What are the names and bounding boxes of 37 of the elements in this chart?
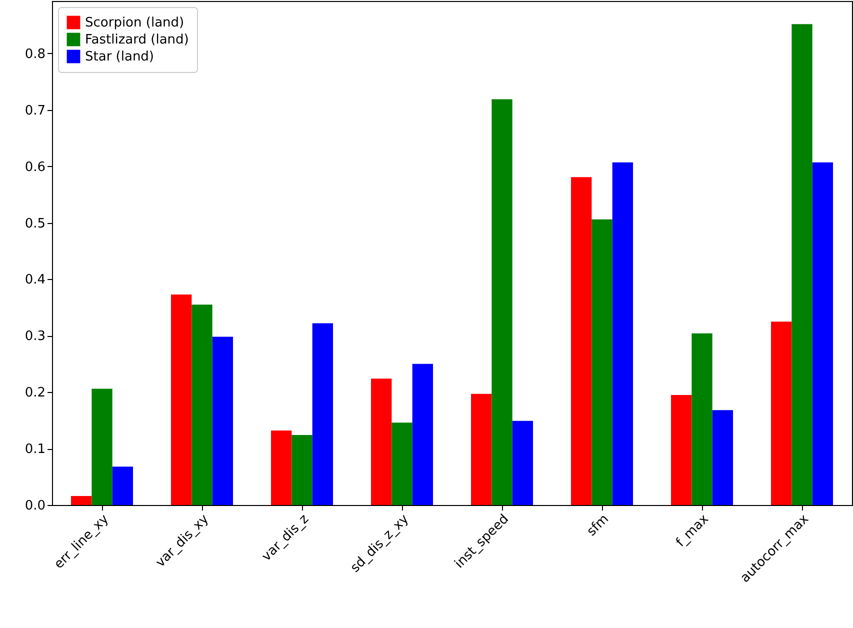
y-tick-label: 0.5	[24, 216, 46, 232]
bar	[592, 219, 612, 505]
bar	[612, 162, 633, 505]
y-tick-label: 0.6	[24, 160, 46, 175]
bar	[192, 304, 212, 505]
y-tick-label: 0.2	[24, 386, 46, 401]
bar	[412, 364, 433, 505]
bar	[492, 99, 512, 505]
bar	[292, 435, 312, 505]
bar	[371, 378, 392, 505]
bar	[92, 388, 112, 505]
x-tick-label: sfm	[584, 512, 612, 540]
bar	[771, 322, 792, 505]
bar	[812, 162, 833, 505]
y-tick-label: 0.0	[24, 498, 46, 514]
bar	[712, 410, 733, 505]
bar	[471, 394, 492, 505]
y-tick-label: 0.8	[24, 46, 46, 62]
y-tick-label: 0.3	[24, 329, 46, 344]
bar	[312, 323, 333, 505]
bar	[71, 496, 92, 505]
bar	[112, 466, 133, 505]
y-tick-label: 0.4	[24, 272, 46, 288]
bar	[271, 430, 292, 505]
bar	[692, 333, 712, 505]
legend-label: Star (land)	[85, 50, 154, 64]
bar	[792, 24, 812, 505]
legend-label: Fastlizard (land)	[85, 32, 189, 48]
y-tick-label: 0.1	[24, 442, 46, 458]
bar	[571, 177, 592, 505]
bar	[671, 394, 692, 505]
y-tick-label: 0.7	[24, 103, 46, 118]
bar	[392, 422, 412, 505]
bar	[171, 294, 192, 505]
legend-label: Scorpion (land)	[85, 16, 184, 30]
bar	[212, 336, 233, 505]
bar	[512, 420, 533, 505]
